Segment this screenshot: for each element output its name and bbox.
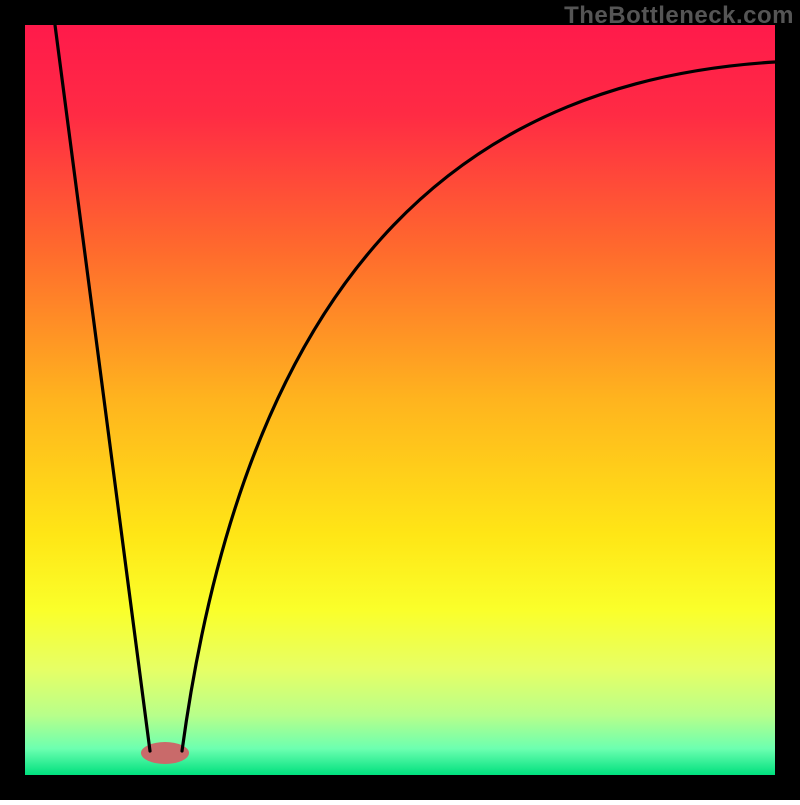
watermark-text: TheBottleneck.com [564,2,794,30]
chart-container: TheBottleneck.com [0,0,800,800]
bottleneck-chart [0,0,800,800]
